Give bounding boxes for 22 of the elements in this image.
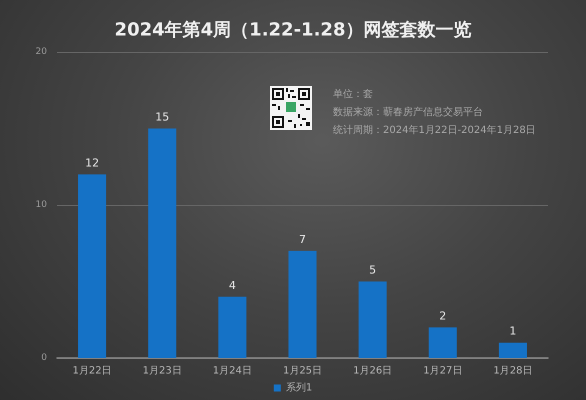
y-tick-label: 10 <box>36 200 48 210</box>
data-label: 7 <box>299 232 306 246</box>
chart-title: 2024年第4周（1.22-1.28）网签套数一览 <box>114 20 472 40</box>
annotation: 单位：套 <box>333 88 374 102</box>
data-label: 1 <box>509 324 516 338</box>
x-tick-label: 1月26日 <box>353 366 392 376</box>
data-label: 12 <box>85 156 100 170</box>
annotation: 数据来源：蕲春房产信息交易平台 <box>333 106 484 120</box>
x-tick-label: 1月28日 <box>493 366 532 376</box>
annotation: 统计周期：2024年1月22日-2024年1月28日 <box>333 124 536 138</box>
x-tick-label: 1月23日 <box>142 366 182 376</box>
x-tick-label: 1月22日 <box>72 366 112 376</box>
y-tick-label: 20 <box>36 47 48 57</box>
data-label: 2 <box>439 309 446 322</box>
data-label: 15 <box>155 110 170 124</box>
x-tick-label: 1月27日 <box>423 366 462 376</box>
x-tick-label: 1月25日 <box>282 366 322 376</box>
data-label: 4 <box>228 278 236 292</box>
x-tick-label: 1月24日 <box>212 366 252 376</box>
data-label: 5 <box>369 264 376 276</box>
legend-label: 系列1 <box>286 382 312 394</box>
y-tick-label: 0 <box>41 353 48 363</box>
